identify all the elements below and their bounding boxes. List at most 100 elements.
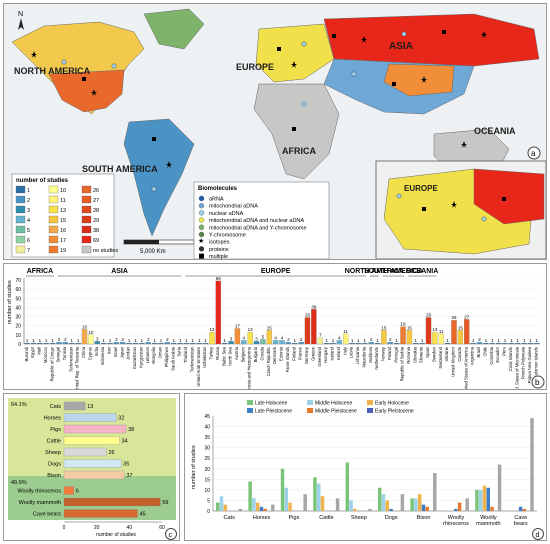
panel-letter: c	[169, 532, 173, 539]
bar	[475, 489, 479, 511]
bar-value-label: 1	[134, 338, 137, 343]
category-label: Woolly mammoth	[19, 500, 61, 506]
bar	[335, 498, 340, 511]
bar-value-label: 26	[108, 450, 114, 456]
x-tick-label: Brazil	[476, 347, 481, 358]
x-tick-label: Thailand	[183, 346, 188, 363]
x-tick-label: Estonia	[279, 346, 284, 361]
x-tick-label: Philippines	[164, 347, 169, 367]
bar	[362, 342, 368, 345]
bar-value-label: 11	[343, 329, 348, 334]
bar	[298, 342, 304, 345]
bar	[313, 477, 317, 511]
studies-legend-swatch	[81, 195, 92, 204]
bar	[518, 506, 523, 511]
category-label: Sheep	[45, 450, 61, 456]
bar	[126, 342, 132, 345]
x-tick-label: Slovenia	[419, 346, 424, 363]
species-bar-chart-panel: 64.1% 49.9% Cats 13 Horses 32 Pigs 38 Cattle 34 Sh…	[3, 393, 180, 541]
x-tick-label: Cyprus	[87, 347, 92, 360]
bar	[164, 342, 171, 345]
bar	[433, 473, 437, 511]
x-tick-label: Denmark	[272, 346, 277, 364]
bar	[432, 332, 438, 345]
period-bar-chart: 0 5 10 15 20 25 30 35 40 45 number of studies Late …	[191, 400, 544, 540]
y-tick-label: 70	[15, 278, 21, 284]
bar	[530, 418, 534, 511]
biomolecules-legend-label: mitochondrial aDNA	[209, 204, 258, 210]
x-tick-label: Hungary	[323, 346, 328, 363]
studies-legend-label: 38	[93, 228, 99, 234]
bar-value-label: 1	[472, 338, 475, 343]
x-tick-label: Burundi	[24, 347, 29, 362]
bar	[419, 342, 425, 345]
europe-shape	[255, 23, 335, 83]
bar-value-label: 4	[338, 335, 341, 340]
bar-value-label: 2	[121, 337, 124, 342]
bar	[381, 330, 387, 345]
studies-legend-label: 13	[60, 208, 66, 214]
x-tick-label: Cave	[514, 515, 527, 521]
studies-legend-label: 2	[27, 198, 30, 204]
bar-value-label: 45	[140, 512, 146, 518]
studies-legend-label: 15	[60, 218, 66, 224]
bar	[63, 459, 122, 468]
bar-value-label: 69	[216, 276, 222, 281]
bar	[63, 470, 125, 480]
bar	[145, 342, 151, 345]
bar	[336, 340, 343, 345]
studies-legend-swatch	[15, 235, 26, 244]
x-tick-label: Colombia	[489, 346, 494, 364]
bar-value-label: 1	[179, 338, 182, 343]
studies-legend-swatch	[81, 205, 92, 214]
bar	[63, 413, 117, 422]
bar	[75, 342, 81, 345]
bar-value-label: 2	[300, 337, 303, 342]
y-axis-label: number of studies	[191, 445, 197, 489]
x-tick-label: Ecuador	[495, 346, 500, 362]
legend-swatch	[247, 400, 253, 405]
bar	[470, 342, 476, 345]
x-tick-label: Oman	[158, 346, 163, 358]
x-tick-label: Republic of Serbia	[400, 346, 405, 381]
multiple-marker	[392, 82, 396, 86]
isotope-marker	[291, 61, 297, 68]
bar	[345, 462, 350, 511]
bar-value-label: 3	[255, 336, 258, 341]
y-axis-label: number of studies	[7, 280, 13, 324]
x-tick-label: Latvia	[349, 346, 354, 358]
bar-value-label: 1	[536, 338, 539, 343]
biomolecule-marker	[111, 63, 117, 69]
bar	[63, 447, 107, 457]
bar-value-label: 34	[122, 439, 128, 445]
bar-value-label: 2	[389, 337, 392, 342]
bar-value-label: 1	[497, 338, 500, 343]
inset-label: EUROPE	[404, 184, 438, 193]
bar	[263, 508, 267, 511]
bar	[385, 500, 390, 511]
studies-legend-label: 11	[60, 198, 66, 204]
bar-value-label: 29	[426, 312, 432, 317]
bar	[368, 342, 374, 345]
studies-legend-label: 1	[27, 188, 30, 194]
africa-shape	[253, 83, 340, 180]
x-tick-label: Croatia	[259, 346, 264, 360]
x-tick-label: Jordan	[126, 346, 131, 359]
bar	[311, 309, 317, 345]
category-label: Woolly rhinoceros	[17, 489, 61, 495]
bar-value-label: 37	[126, 473, 132, 479]
bar	[457, 330, 464, 345]
y-tick-label: 60	[15, 287, 21, 293]
x-tick-label: Austria	[234, 346, 239, 360]
bar	[421, 504, 426, 511]
bar	[476, 342, 483, 345]
bar-value-label: 1	[45, 338, 48, 343]
bar-value-label: 1	[293, 338, 296, 343]
bar	[209, 332, 215, 345]
bar	[425, 506, 429, 511]
bar	[30, 342, 37, 345]
x-tick-label: Poland	[387, 346, 392, 360]
legend-swatch	[367, 408, 373, 413]
bar	[410, 498, 414, 511]
studies-legend-label: 4	[27, 218, 30, 224]
